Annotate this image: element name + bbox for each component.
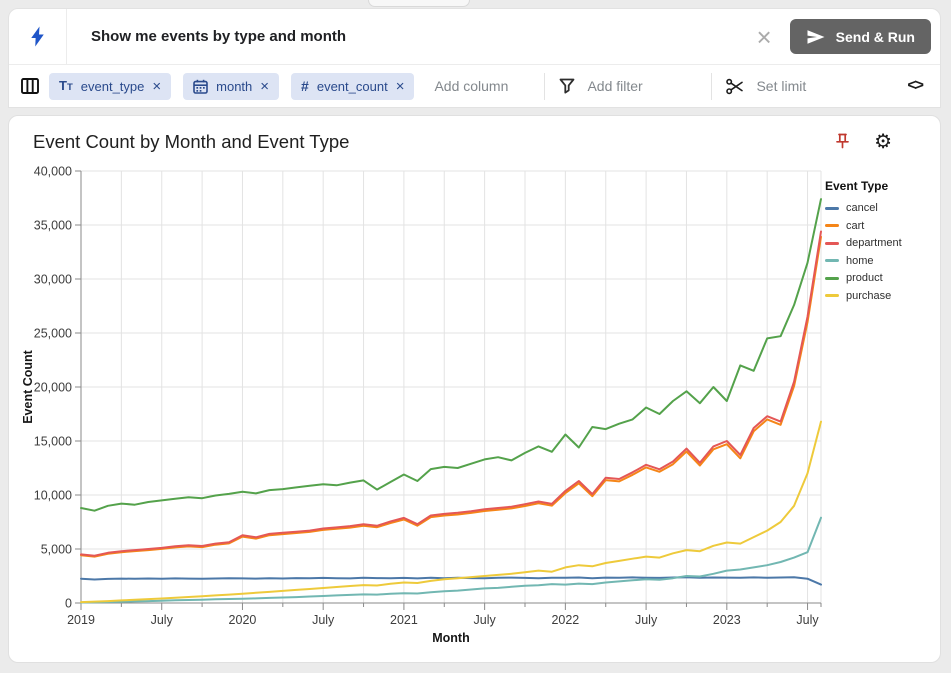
svg-text:5,000: 5,000 (41, 543, 72, 557)
text-type-icon: TT (59, 78, 73, 94)
svg-text:35,000: 35,000 (34, 219, 72, 233)
toolbar-divider (544, 72, 546, 100)
legend-item-cart: cart (825, 220, 933, 232)
column-chip-month[interactable]: month × (183, 72, 280, 100)
send-icon (807, 29, 825, 44)
legend: Event Type cancel cart department home produ… (825, 155, 933, 651)
svg-text:July: July (474, 613, 497, 627)
series-line-purchase (80, 420, 822, 604)
lightning-bolt-icon (31, 26, 44, 47)
svg-text:July: July (151, 613, 174, 627)
send-run-button[interactable]: Send & Run (789, 19, 931, 54)
chart-actions: ⚙ (835, 132, 892, 152)
legend-item-home: home (825, 255, 933, 267)
top-tab-stub (368, 0, 470, 7)
chart-body: 0 5,000 10,000 15,000 20,000 25,000 30,000 35,0… (9, 153, 940, 651)
legend-swatch (825, 206, 839, 210)
legend-swatch (825, 224, 839, 227)
legend-title: Event Type (825, 179, 889, 193)
calendar-icon (193, 79, 208, 94)
legend-swatch (825, 294, 839, 297)
series-line-home (80, 516, 822, 604)
chart-title: Event Count by Month and Event Type (33, 131, 350, 152)
svg-text:2019: 2019 (67, 613, 95, 627)
series-line-cart (80, 235, 822, 558)
svg-text:Event Count: Event Count (21, 349, 35, 423)
scissors-icon (726, 78, 744, 95)
legend-label: department (846, 237, 902, 249)
query-bar: Show me events by type and month × Send … (9, 9, 940, 65)
column-chip-label: month (216, 78, 253, 94)
svg-text:20,000: 20,000 (34, 381, 72, 395)
legend-label: cart (846, 219, 865, 232)
series-line-product (80, 198, 822, 512)
svg-text:0: 0 (65, 597, 72, 611)
legend-item-purchase: purchase (825, 290, 933, 302)
chart-card: Event Count by Month and Event Type ⚙ 0 5… (8, 115, 941, 663)
svg-text:2021: 2021 (390, 613, 418, 627)
legend-item-product: product (825, 272, 933, 284)
legend-label: cancel (846, 202, 878, 214)
toolbar-divider (711, 72, 713, 100)
legend-swatch (825, 241, 839, 245)
add-column-input[interactable]: Add column (434, 78, 509, 94)
remove-column-icon[interactable]: × (395, 77, 405, 95)
svg-text:July: July (796, 613, 819, 627)
columns-icon (21, 78, 39, 94)
svg-text:10,000: 10,000 (34, 489, 72, 503)
legend-item-cancel: cancel (825, 202, 933, 214)
legend-label: home (846, 254, 874, 267)
query-prompt[interactable]: Show me events by type and month (91, 28, 347, 45)
gear-icon[interactable]: ⚙ (874, 131, 892, 153)
column-chip-event-type[interactable]: TT event_type × (49, 72, 172, 100)
column-chip-label: event_count (316, 78, 388, 94)
svg-text:40,000: 40,000 (34, 165, 72, 179)
legend-label: purchase (846, 289, 892, 302)
svg-text:July: July (312, 613, 335, 627)
query-panel: Show me events by type and month × Send … (8, 8, 941, 108)
legend-label: product (846, 272, 883, 284)
close-icon[interactable]: × (756, 21, 772, 52)
svg-text:2023: 2023 (713, 613, 741, 627)
svg-text:15,000: 15,000 (34, 435, 72, 449)
filter-icon (559, 78, 575, 94)
set-limit-input[interactable]: Set limit (756, 78, 807, 94)
magic-cell (9, 9, 67, 64)
chart-header: Event Count by Month and Event Type ⚙ (9, 116, 940, 153)
series-line-department (80, 230, 822, 557)
svg-text:Month: Month (432, 631, 469, 645)
line-chart: 0 5,000 10,000 15,000 20,000 25,000 30,000 35,0… (21, 165, 822, 645)
svg-text:2020: 2020 (229, 613, 257, 627)
svg-text:July: July (635, 613, 658, 627)
add-filter-input[interactable]: Add filter (587, 78, 643, 94)
number-icon: # (301, 78, 309, 94)
pin-icon[interactable] (835, 133, 850, 151)
remove-column-icon[interactable]: × (260, 77, 270, 95)
legend-items: cancel cart department home product purchase (825, 202, 933, 302)
remove-column-icon[interactable]: × (152, 77, 162, 95)
legend-swatch (825, 259, 839, 262)
svg-text:30,000: 30,000 (34, 273, 72, 287)
svg-text:25,000: 25,000 (34, 327, 72, 341)
code-toggle-icon[interactable]: <> (907, 77, 924, 94)
svg-text:2022: 2022 (551, 613, 579, 627)
legend-item-department: department (825, 237, 933, 249)
send-run-label: Send & Run (835, 28, 915, 45)
column-toolbar: TT event_type × month × (9, 65, 940, 107)
column-chip-label: event_type (80, 78, 145, 94)
legend-swatch (825, 276, 839, 280)
column-chip-event-count[interactable]: # event_count × (291, 72, 415, 100)
